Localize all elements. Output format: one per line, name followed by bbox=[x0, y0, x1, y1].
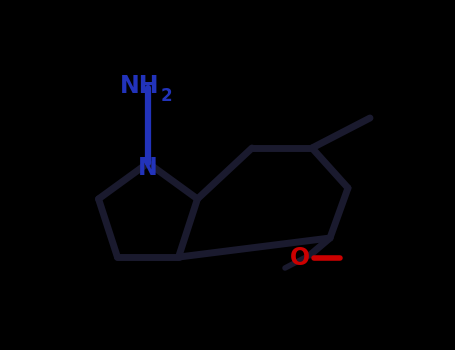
Text: 2: 2 bbox=[160, 87, 172, 105]
Text: N: N bbox=[138, 156, 158, 180]
Text: O: O bbox=[290, 246, 310, 270]
Text: NH: NH bbox=[120, 74, 160, 98]
